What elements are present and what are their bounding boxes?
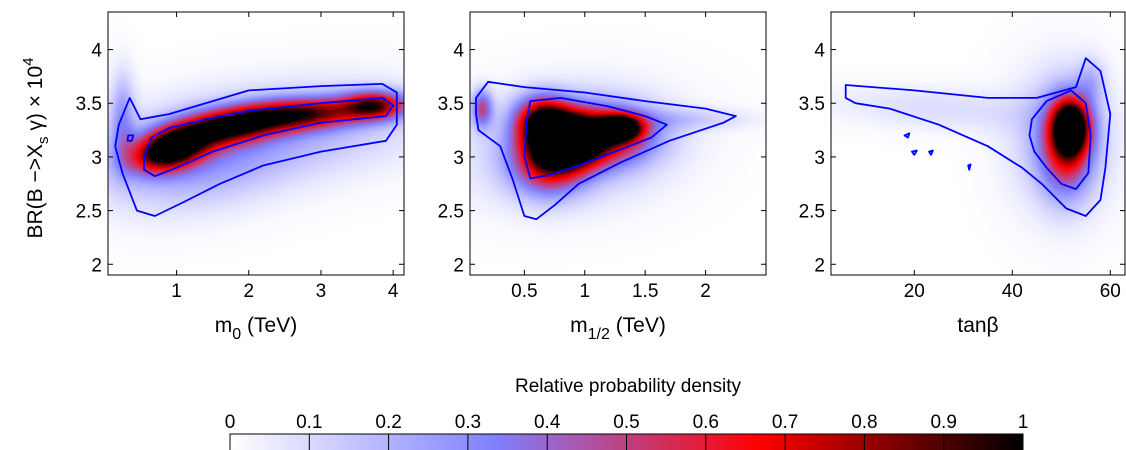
panel-m0: 1 2 3 4 2 2.5 3 3.5 4 m0 (TeV) — [76, 11, 405, 343]
colorbar-tick-label-1: 0.1 — [296, 412, 322, 433]
axes-frame-m0 — [107, 11, 405, 276]
x-axis-label-m0: m0 (TeV) — [215, 314, 297, 343]
colorbar-tick-label-6: 0.6 — [693, 412, 719, 433]
x-tick-label-tanb-2: 60 — [1100, 281, 1121, 302]
axes-frame-m12 — [469, 11, 767, 276]
x-axis-label-tanb: tanβ — [957, 314, 998, 337]
y-axis-label-text: BR(B −>Xs γ) × 104 — [20, 57, 52, 238]
y-tick-label-m0-3: 3.5 — [76, 94, 102, 115]
x-tick-label-m12-2: 1.5 — [632, 281, 658, 302]
contour-outer-tanb-0 — [844, 57, 1112, 217]
heatmap-m0 — [108, 12, 404, 275]
y-tick-label-m0-2: 3 — [91, 148, 102, 169]
contour-inner-m0-1 — [143, 97, 395, 178]
heatmap-tanb — [831, 12, 1125, 275]
colorbar-ticks: 0 0.1 0.2 0.3 0.4 0.5 0.6 0.7 0.8 0.9 1 — [225, 412, 1029, 450]
colorbar-tick-label-9: 0.9 — [930, 412, 956, 433]
colorbar-tick-label-4: 0.4 — [534, 412, 561, 433]
x-axis-label-m12: m1/2 (TeV) — [570, 314, 666, 343]
contour-small-m0-2 — [126, 134, 135, 142]
y-tick-label-m12-1: 2.5 — [438, 202, 464, 223]
colorbar-tick-label-2: 0.2 — [375, 412, 401, 433]
y-tick-label-tanb-2: 3 — [814, 148, 825, 169]
y-tick-label-tanb-1: 2.5 — [799, 202, 825, 223]
colorbar-tick-label-5: 0.5 — [613, 412, 639, 433]
contour-outer-m0-0 — [114, 83, 398, 217]
contour-small-tanb-3 — [911, 149, 918, 156]
colorbar-tick-label-0: 0 — [225, 412, 236, 433]
colorbar-tick-label-3: 0.3 — [455, 412, 481, 433]
axes-frame-tanb — [830, 11, 1126, 276]
colorbar-tick-label-10: 1 — [1018, 412, 1029, 433]
colorbar-tick-label-7: 0.7 — [772, 412, 798, 433]
panel-tanb: 20 40 60 2 2.5 3 3.5 4 tanβ — [799, 11, 1126, 337]
x-tick-label-m12-0: 0.5 — [511, 281, 537, 302]
y-tick-label-m0-0: 2 — [91, 255, 102, 276]
x-tick-label-m12-3: 2 — [700, 281, 711, 302]
y-tick-label-m12-3: 3.5 — [438, 94, 464, 115]
x-tick-label-tanb-0: 20 — [904, 281, 925, 302]
y-tick-label-tanb-0: 2 — [814, 255, 825, 276]
x-tick-label-tanb-1: 40 — [1002, 281, 1023, 302]
y-tick-label-m0-4: 4 — [91, 41, 102, 62]
contour-small-tanb-5 — [967, 163, 972, 171]
colorbar-tick-label-8: 0.8 — [851, 412, 877, 433]
contour-outer-m12-0 — [475, 80, 737, 221]
contour-inner-m12-1 — [523, 97, 668, 180]
y-axis-label: BR(B −>Xs γ) × 104 — [20, 57, 52, 238]
x-tick-label-m0-1: 2 — [243, 281, 254, 302]
x-tick-label-m12-1: 1 — [579, 281, 590, 302]
contour-small-tanb-2 — [903, 132, 911, 139]
panels: 1 2 3 4 2 2.5 3 3.5 4 m0 (TeV) 0.5 1 1.5 2 2 2.5 3 3.5 4 m1… — [76, 11, 1126, 343]
y-tick-label-m12-0: 2 — [453, 255, 464, 276]
colorbar: Relative probability density 0 0.1 0.2 0.3 0… — [225, 376, 1029, 450]
x-tick-label-m0-0: 1 — [171, 281, 182, 302]
contour-small-tanb-4 — [928, 149, 934, 156]
y-tick-label-m12-2: 3 — [453, 148, 464, 169]
contour-inner-tanb-1 — [1028, 89, 1092, 190]
y-tick-label-m0-1: 2.5 — [76, 202, 102, 223]
y-tick-label-tanb-3: 3.5 — [799, 94, 825, 115]
panel-m12: 0.5 1 1.5 2 2 2.5 3 3.5 4 m1/2 (TeV) — [438, 11, 767, 343]
heatmap-m12 — [470, 12, 766, 275]
colorbar-title: Relative probability density — [515, 376, 742, 397]
x-tick-label-m0-3: 4 — [388, 281, 399, 302]
y-tick-label-m12-4: 4 — [453, 41, 464, 62]
x-tick-label-m0-2: 3 — [316, 281, 327, 302]
y-tick-label-tanb-4: 4 — [814, 41, 825, 62]
